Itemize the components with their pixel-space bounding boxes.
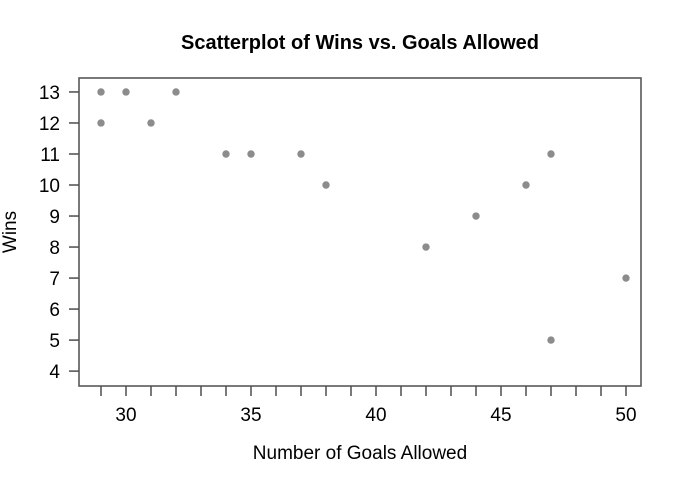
- plot-box: [78, 77, 642, 387]
- data-point: [122, 88, 130, 96]
- data-point: [97, 119, 105, 127]
- y-tick-label: 5: [49, 331, 60, 352]
- y-tick-label: 8: [49, 238, 60, 259]
- data-point: [547, 150, 555, 158]
- y-tick-label: 10: [39, 176, 60, 197]
- y-tick-label: 12: [39, 114, 60, 135]
- data-point: [172, 88, 180, 96]
- data-point: [472, 212, 480, 220]
- y-axis-label: Wins: [0, 211, 21, 253]
- y-tick-label: 6: [49, 300, 60, 321]
- data-point: [97, 88, 105, 96]
- x-tick-label: 35: [240, 405, 261, 426]
- data-point: [422, 243, 430, 251]
- chart-title: Scatterplot of Wins vs. Goals Allowed: [181, 32, 539, 54]
- x-tick-label: 40: [365, 405, 386, 426]
- x-tick-label: 30: [115, 405, 136, 426]
- data-point: [522, 181, 530, 189]
- y-tick-label: 7: [49, 269, 60, 290]
- data-point: [322, 181, 330, 189]
- x-axis-label: Number of Goals Allowed: [253, 443, 467, 464]
- data-point: [222, 150, 230, 158]
- x-tick-label: 45: [490, 405, 511, 426]
- y-tick-label: 13: [39, 83, 60, 104]
- x-tick-label: 50: [615, 405, 636, 426]
- y-tick-label: 9: [49, 207, 60, 228]
- data-point: [147, 119, 155, 127]
- y-tick-label: 4: [49, 362, 60, 383]
- data-point: [297, 150, 305, 158]
- data-point: [247, 150, 255, 158]
- y-tick-label: 11: [40, 145, 60, 166]
- data-point: [622, 274, 630, 282]
- data-point: [547, 336, 555, 344]
